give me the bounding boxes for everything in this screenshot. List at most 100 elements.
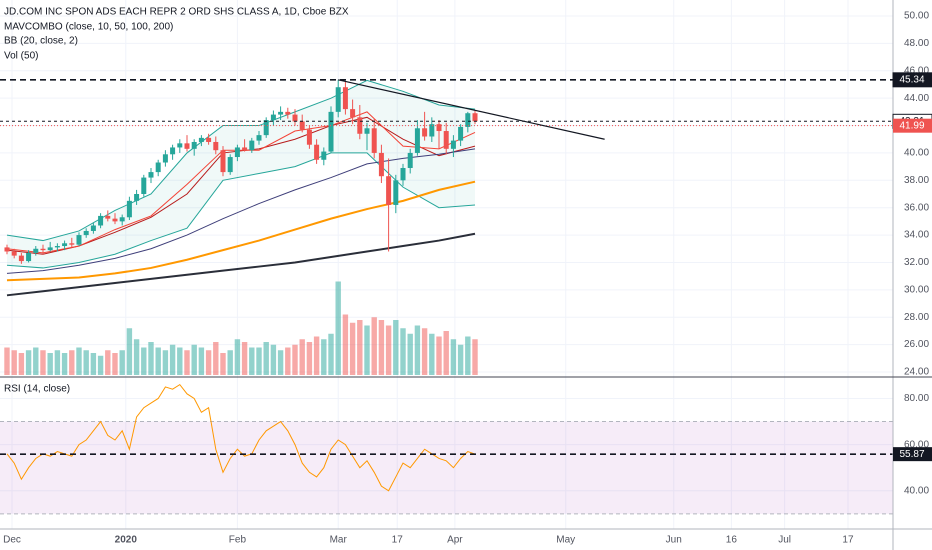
volume-bar bbox=[40, 350, 46, 375]
volume-bar bbox=[141, 347, 147, 375]
volume-bar bbox=[97, 355, 104, 375]
volume-bar bbox=[25, 350, 32, 375]
y-tick-label: 36.00 bbox=[904, 202, 929, 213]
x-tick-label: Feb bbox=[229, 535, 247, 546]
candle-body bbox=[40, 248, 46, 251]
last-price-label: 41.99 bbox=[899, 120, 924, 131]
volume-bar bbox=[33, 347, 39, 375]
candle-body bbox=[278, 111, 284, 115]
volume-bar bbox=[191, 344, 197, 375]
volume-bar bbox=[393, 320, 399, 375]
candle-body bbox=[134, 194, 140, 201]
volume-bar bbox=[18, 353, 25, 375]
candle-body bbox=[227, 157, 233, 173]
volume-bar bbox=[328, 333, 334, 375]
x-tick-label: Dec bbox=[3, 535, 21, 546]
candle-body bbox=[177, 143, 183, 148]
volume-bar bbox=[285, 347, 291, 375]
volume-bar bbox=[47, 353, 53, 375]
candle-body bbox=[4, 247, 10, 252]
volume-bar bbox=[69, 350, 75, 375]
volume-bar bbox=[76, 347, 82, 375]
candle-body bbox=[112, 218, 118, 222]
candle-body bbox=[148, 172, 154, 178]
volume-bar bbox=[169, 344, 176, 375]
volume-bar bbox=[472, 339, 478, 375]
volume-bar bbox=[385, 325, 392, 375]
candle-body bbox=[378, 152, 384, 177]
volume-bar bbox=[421, 328, 428, 375]
volume-bar bbox=[414, 325, 421, 375]
candle-body bbox=[184, 143, 190, 149]
candle-body bbox=[191, 141, 197, 149]
candle-body bbox=[270, 114, 276, 121]
volume-bar bbox=[349, 322, 356, 375]
volume-bar bbox=[205, 350, 212, 375]
candle-body bbox=[335, 87, 341, 112]
candle-body bbox=[249, 140, 255, 151]
volume-bar bbox=[457, 344, 464, 375]
x-tick-label: Apr bbox=[447, 535, 463, 546]
volume-bar bbox=[198, 347, 205, 375]
volume-bar bbox=[213, 342, 219, 375]
moving-average bbox=[6, 232, 476, 297]
y-tick-label: 46.00 bbox=[904, 65, 929, 76]
candle-body bbox=[371, 128, 377, 153]
candle-body bbox=[299, 121, 305, 130]
volume-bar bbox=[220, 353, 226, 375]
candle-body bbox=[220, 150, 226, 173]
volume-bar bbox=[299, 339, 305, 375]
candle-body bbox=[162, 154, 168, 163]
candle-body bbox=[436, 124, 442, 132]
volume-bar bbox=[11, 350, 17, 375]
volume-bar bbox=[263, 342, 269, 375]
candle-body bbox=[234, 147, 240, 158]
x-tick-label: 2020 bbox=[115, 535, 138, 546]
candle-body bbox=[357, 117, 363, 134]
candle-body bbox=[386, 176, 392, 205]
candle-body bbox=[242, 147, 248, 151]
y-tick-label: 40.00 bbox=[904, 148, 929, 159]
candle-body bbox=[213, 141, 219, 151]
volume-bar bbox=[335, 281, 341, 375]
candle-body bbox=[321, 151, 327, 160]
candle-body bbox=[350, 109, 356, 118]
candle-body bbox=[47, 247, 53, 251]
volume-bar bbox=[241, 342, 248, 375]
indicator-label: Vol (50) bbox=[4, 51, 38, 62]
candle-body bbox=[90, 225, 96, 231]
candle-body bbox=[141, 177, 147, 195]
y-tick-label: 32.00 bbox=[904, 257, 929, 268]
volume-bar bbox=[184, 350, 190, 375]
volume-bar bbox=[436, 336, 442, 375]
volume-bar bbox=[249, 347, 255, 375]
rsi-tick-label: 40.00 bbox=[904, 485, 929, 496]
volume-bar bbox=[400, 328, 406, 375]
volume-bar bbox=[277, 350, 284, 375]
candle-body bbox=[458, 126, 464, 141]
candle-body bbox=[155, 162, 161, 173]
volume-bar bbox=[364, 325, 370, 375]
candle-body bbox=[206, 137, 212, 142]
rsi-band bbox=[0, 421, 893, 514]
volume-bar bbox=[133, 339, 140, 375]
y-tick-label: 44.00 bbox=[904, 93, 929, 104]
y-tick-label: 34.00 bbox=[904, 230, 929, 241]
volume-bar bbox=[256, 347, 262, 375]
candle-body bbox=[198, 137, 204, 142]
volume-bar bbox=[155, 347, 161, 375]
x-tick-label: 16 bbox=[726, 535, 738, 546]
volume-bar bbox=[292, 344, 298, 375]
candle-body bbox=[54, 246, 60, 248]
volume-bar bbox=[83, 350, 89, 375]
indicator-label: MAVCOMBO (close, 10, 50, 100, 200) bbox=[4, 22, 173, 33]
candle-body bbox=[11, 251, 17, 256]
volume-bar bbox=[234, 339, 241, 375]
volume-bar bbox=[119, 350, 125, 375]
volume-bar bbox=[342, 314, 349, 375]
candle-body bbox=[83, 230, 89, 236]
moving-average bbox=[6, 111, 476, 254]
candle-body bbox=[443, 131, 449, 149]
trendline bbox=[338, 79, 605, 140]
